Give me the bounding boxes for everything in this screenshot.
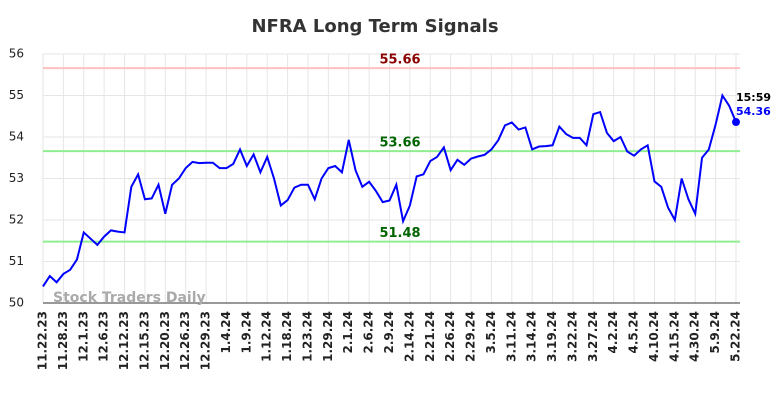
y-tick-label: 55: [9, 88, 24, 102]
y-tick-label: 53: [9, 171, 24, 185]
x-tick-label: 1.29.24: [321, 311, 335, 362]
x-tick-label: 12.26.23: [178, 311, 192, 370]
y-tick-label: 50: [9, 296, 24, 310]
x-tick-label: 12.20.23: [158, 311, 172, 370]
x-tick-label: 3.11.24: [504, 311, 518, 362]
x-tick-label: 3.5.24: [484, 311, 498, 354]
x-tick-label: 1.4.24: [219, 311, 233, 354]
x-tick-label: 1.23.24: [300, 311, 314, 362]
x-tick-label: 3.27.24: [586, 311, 600, 362]
x-tick-label: 1.9.24: [239, 311, 253, 354]
y-tick-label: 56: [9, 47, 24, 61]
reference-label: 53.66: [379, 136, 420, 151]
reference-label: 51.48: [379, 226, 420, 241]
x-tick-label: 3.14.24: [525, 311, 539, 362]
x-tick-label: 2.26.24: [443, 311, 457, 362]
x-tick-label: 4.30.24: [688, 311, 702, 362]
last-point: [732, 118, 740, 127]
y-tick-label: 51: [9, 254, 24, 268]
x-tick-label: 2.29.24: [464, 311, 478, 362]
x-tick-label: 2.6.24: [362, 311, 376, 354]
x-tick-label: 1.12.24: [260, 311, 274, 362]
y-tick-label: 52: [9, 213, 24, 227]
watermark: Stock Traders Daily: [53, 290, 206, 306]
x-tick-label: 11.22.23: [36, 311, 50, 370]
last-value-label: 54.36: [736, 105, 771, 118]
x-tick-label: 5.9.24: [708, 311, 722, 354]
x-tick-label: 3.19.24: [545, 311, 559, 362]
chart-title: NFRA Long Term Signals: [251, 16, 498, 37]
x-tick-label: 4.10.24: [647, 311, 661, 362]
y-tick-label: 54: [9, 130, 24, 144]
x-tick-label: 4.15.24: [667, 311, 681, 362]
line: [42, 92, 737, 287]
x-tick-label: 11.28.23: [56, 311, 70, 370]
x-tick-label: 3.22.24: [565, 311, 579, 362]
x-tick-label: 2.14.24: [402, 311, 416, 362]
x-tick-label: 2.1.24: [341, 311, 355, 354]
x-tick-label: 5.22.24: [729, 311, 743, 362]
x-tick-label: 12.1.23: [76, 311, 90, 362]
x-tick-label: 12.6.23: [97, 311, 111, 362]
x-tick-label: 4.2.24: [606, 311, 620, 354]
x-tick-label: 2.21.24: [423, 311, 437, 362]
reference-label: 55.66: [379, 53, 420, 68]
x-tick-label: 4.5.24: [627, 311, 641, 354]
x-tick-label: 12.12.23: [117, 311, 131, 370]
x-tick-label: 12.15.23: [137, 311, 151, 370]
x-tick-label: 2.9.24: [382, 311, 396, 354]
x-tick-label: 12.29.23: [199, 311, 213, 370]
x-tick-label: 1.18.24: [280, 311, 294, 362]
last-time-label: 15:59: [736, 91, 771, 104]
